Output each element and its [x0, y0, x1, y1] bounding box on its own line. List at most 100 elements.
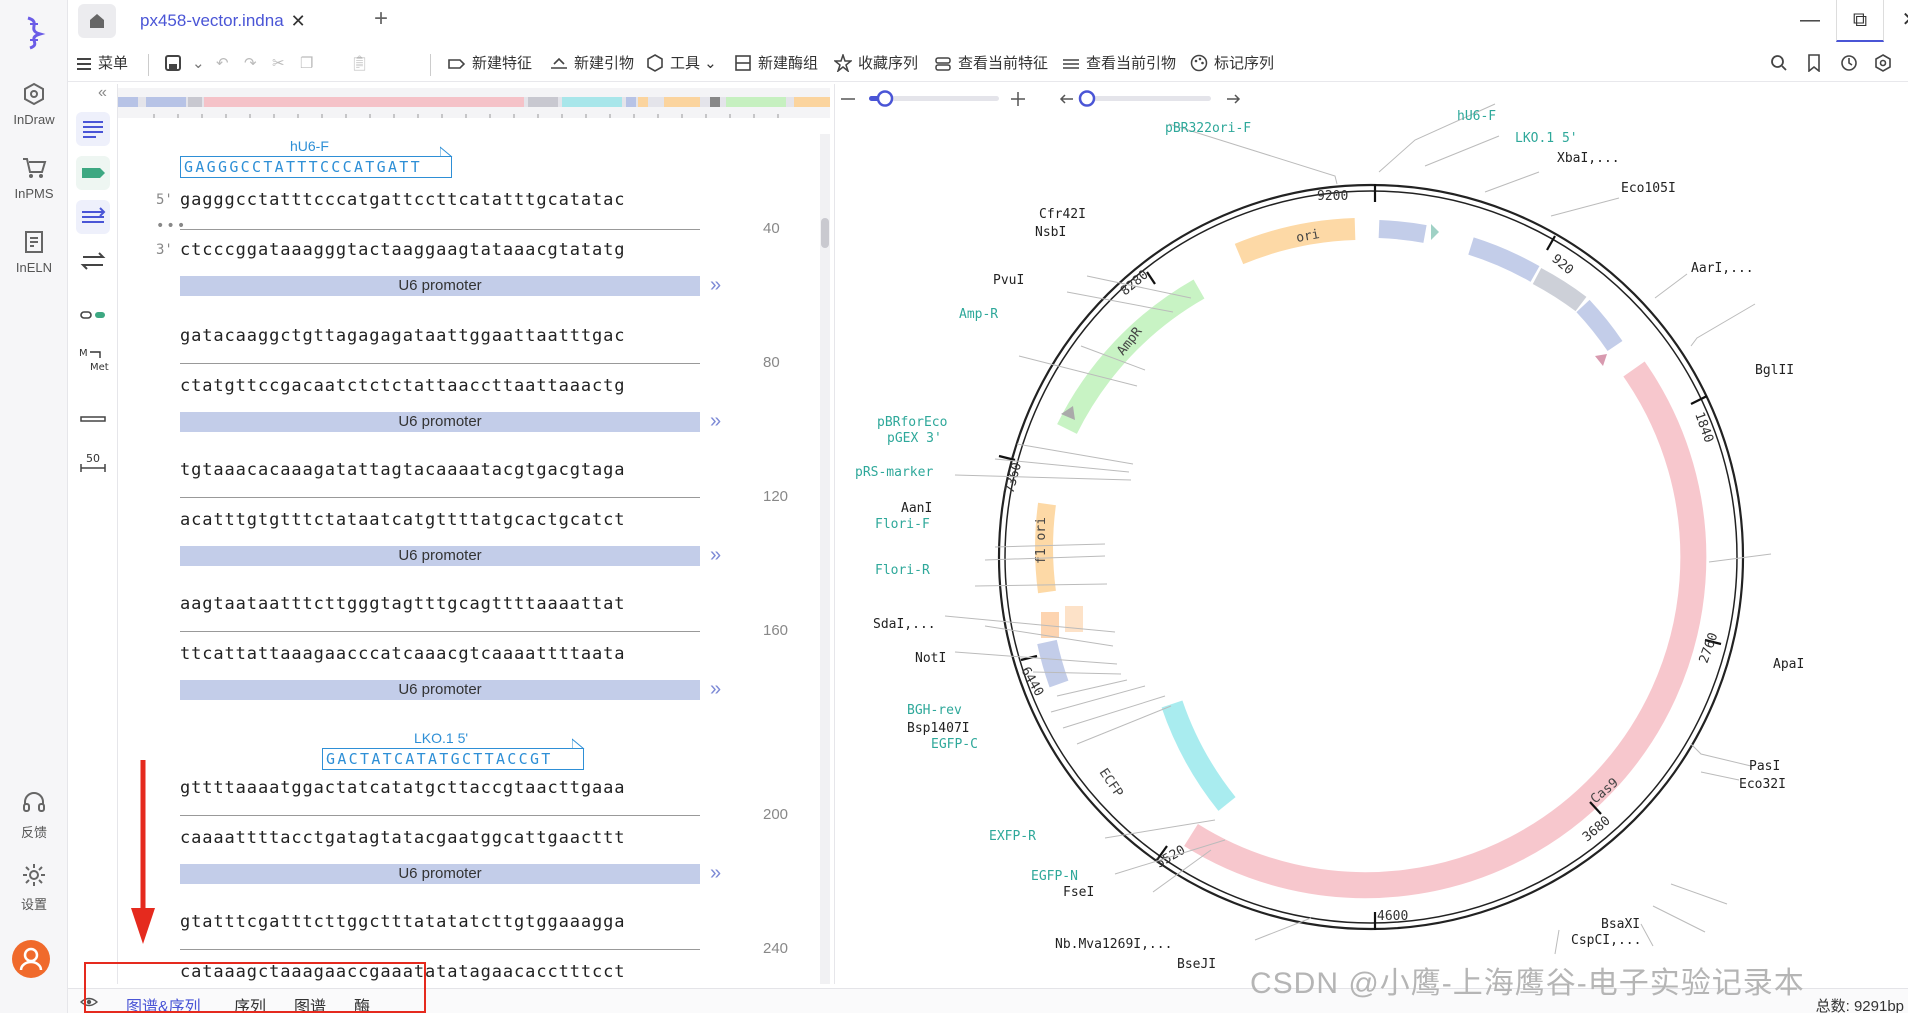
feature-ecfp[interactable] [1161, 700, 1236, 811]
site-label[interactable]: Nb.Mva1269I,... [1055, 937, 1172, 952]
feature-small-peach[interactable] [1065, 606, 1083, 632]
document-tab[interactable]: px458-vector.indna ✕ [130, 4, 312, 38]
feature-small-orange[interactable] [1041, 612, 1059, 638]
double-chevron-icon[interactable]: » [710, 544, 722, 566]
feature-grey-arrow[interactable] [1061, 406, 1075, 420]
save-dropdown-icon[interactable]: ⌄ [192, 55, 205, 72]
site-label[interactable]: AarI,... [1691, 261, 1754, 276]
mark-sequence-button[interactable]: 标记序列 [1190, 52, 1274, 76]
close-window-button[interactable]: ✕ [1886, 0, 1908, 42]
seq-top-line[interactable]: gatacaaggctgttagagagataattggaattaatttgac [180, 326, 626, 346]
rotate-controls[interactable] [1059, 90, 1241, 107]
site-label[interactable]: pBRforEco [877, 415, 947, 430]
primer-lko[interactable]: GACTATCATATGCTTACCGT [322, 748, 584, 770]
site-label[interactable]: hU6-F [1457, 109, 1496, 124]
double-chevron-icon[interactable]: » [710, 274, 722, 296]
site-label[interactable]: Flori-F [875, 517, 930, 532]
zoom-controls[interactable] [841, 90, 1025, 107]
site-label[interactable]: BglII [1755, 363, 1794, 378]
tab-close-icon[interactable]: ✕ [290, 11, 306, 31]
align-tool[interactable] [76, 112, 110, 146]
seq-top-line[interactable]: aagtaataatttcttgggtagtttgcagttttaaaattat [180, 594, 626, 614]
new-enzyme-group-button[interactable]: 新建酶组 [734, 52, 818, 76]
plasmid-map[interactable]: ori AmpR f1 ori ECFP Cas9 9200 920 [835, 84, 1908, 984]
site-label[interactable]: SdaI,... [873, 617, 936, 632]
feature-bar[interactable]: U6 promoter [180, 276, 700, 296]
seq-bottom-line[interactable]: acatttgtgtttctataatcatgttttatgcactgcatct [180, 510, 626, 530]
tab-enzymes[interactable]: 酶 [354, 999, 371, 1013]
seq-bottom-line[interactable]: ctcccggataaagggtactaaggaagtataaacgtatatg [180, 240, 626, 260]
site-label[interactable]: EGFP-C [931, 737, 978, 752]
home-button[interactable] [78, 4, 116, 38]
line-tool[interactable] [76, 402, 110, 436]
site-label[interactable]: AanI [901, 501, 932, 516]
site-label[interactable]: pGEX 3' [887, 431, 942, 446]
feature-bar[interactable]: U6 promoter [180, 680, 700, 700]
user-avatar[interactable] [12, 940, 50, 978]
cut-icon[interactable]: ✂ [272, 55, 285, 72]
site-label[interactable]: PasI [1749, 759, 1780, 774]
rail-item-inpms[interactable]: InPMS [0, 156, 68, 201]
new-tab-button[interactable]: + [374, 5, 389, 32]
seq-bottom-line[interactable]: ctatgttccgacaatctctctattaaccttaattaaactg [180, 376, 626, 396]
copy-icon[interactable]: ❐ [300, 55, 314, 72]
primer-label-hu6f[interactable]: hU6-F [290, 138, 329, 154]
feature-ampr[interactable] [1057, 279, 1205, 434]
rail-item-ineln[interactable]: InELN [0, 230, 68, 275]
double-chevron-icon[interactable]: » [710, 862, 722, 884]
feature-bar[interactable]: U6 promoter [180, 546, 700, 566]
seq-top-line[interactable]: gagggcctatttcccatgattccttcatatttgcatatac [180, 190, 626, 210]
new-feature-button[interactable]: 新建特征 [448, 52, 532, 76]
primer-hu6f[interactable]: GAGGGCCTATTTCCCATGATT [180, 156, 452, 178]
feature-f1ori[interactable] [1035, 502, 1056, 594]
view-settings-button[interactable] [1874, 52, 1898, 76]
undo-icon[interactable]: ↶ [216, 55, 229, 72]
save-button[interactable] [164, 52, 188, 76]
site-label[interactable]: NsbI [1035, 225, 1066, 240]
feature-promoter[interactable] [1378, 220, 1427, 243]
feature-pink-arrow[interactable] [1595, 354, 1607, 366]
site-label[interactable]: CspCI,... [1571, 933, 1641, 948]
direction-tool[interactable] [76, 244, 110, 278]
feature-teal-arrow[interactable] [1431, 224, 1439, 240]
site-label[interactable]: PvuI [993, 273, 1024, 288]
site-label[interactable]: EGFP-N [1031, 869, 1078, 884]
view-primers-button[interactable]: 查看当前引物 [1062, 52, 1176, 76]
search-button[interactable] [1770, 52, 1794, 76]
scrollbar-thumb[interactable] [821, 218, 829, 248]
site-label[interactable]: Bsp1407I [907, 721, 970, 736]
site-label[interactable]: EXFP-R [989, 829, 1036, 844]
primer-label-lko[interactable]: LKO.1 5' [414, 730, 469, 746]
primer-display-tool[interactable] [76, 298, 110, 332]
feature-u6[interactable] [1468, 237, 1540, 282]
tab-sequence[interactable]: 序列 [234, 999, 267, 1013]
favorite-sequence-button[interactable]: 收藏序列 [832, 52, 918, 76]
history-button[interactable] [1840, 52, 1864, 76]
double-chevron-icon[interactable]: » [710, 678, 722, 700]
site-label[interactable]: NotI [915, 651, 946, 666]
feature-ori[interactable] [1234, 218, 1356, 265]
site-label[interactable]: pRS-marker [855, 465, 933, 480]
new-primer-button[interactable]: 新建引物 [550, 52, 634, 76]
restore-button[interactable]: ⧉ [1836, 0, 1884, 42]
site-label[interactable]: BseJI [1177, 957, 1216, 972]
site-label[interactable]: Eco32I [1739, 777, 1786, 792]
site-label[interactable]: Cfr42I [1039, 207, 1086, 222]
site-label[interactable]: Flori-R [875, 563, 930, 578]
feature-cas9[interactable] [1184, 361, 1707, 899]
minimize-button[interactable]: — [1800, 9, 1820, 31]
seq-top-line[interactable]: tgtaaacacaaagatattagtacaaaatacgtgacgtaga [180, 460, 626, 480]
site-label[interactable]: LKO.1 5' [1515, 131, 1578, 146]
site-label[interactable]: FseI [1063, 885, 1094, 900]
seq-top-line[interactable]: gtatttcgatttcttggctttatatatcttgtggaaagga [180, 912, 626, 932]
site-label[interactable]: ApaI [1773, 657, 1804, 672]
menu-button[interactable]: 菜单 [76, 52, 128, 76]
site-label[interactable]: XbaI,... [1557, 151, 1620, 166]
feature-bar[interactable]: U6 promoter [180, 864, 700, 884]
redo-icon[interactable]: ↷ [244, 55, 257, 72]
seq-top-line[interactable]: gttttaaaatggactatcatatgcttaccgtaacttgaaa [180, 778, 626, 798]
collapse-icon[interactable]: « [98, 84, 107, 101]
feature-blue2[interactable] [1576, 299, 1623, 352]
sequence-minimap[interactable] [118, 88, 830, 118]
rail-item-settings[interactable]: 设置 [0, 862, 68, 913]
